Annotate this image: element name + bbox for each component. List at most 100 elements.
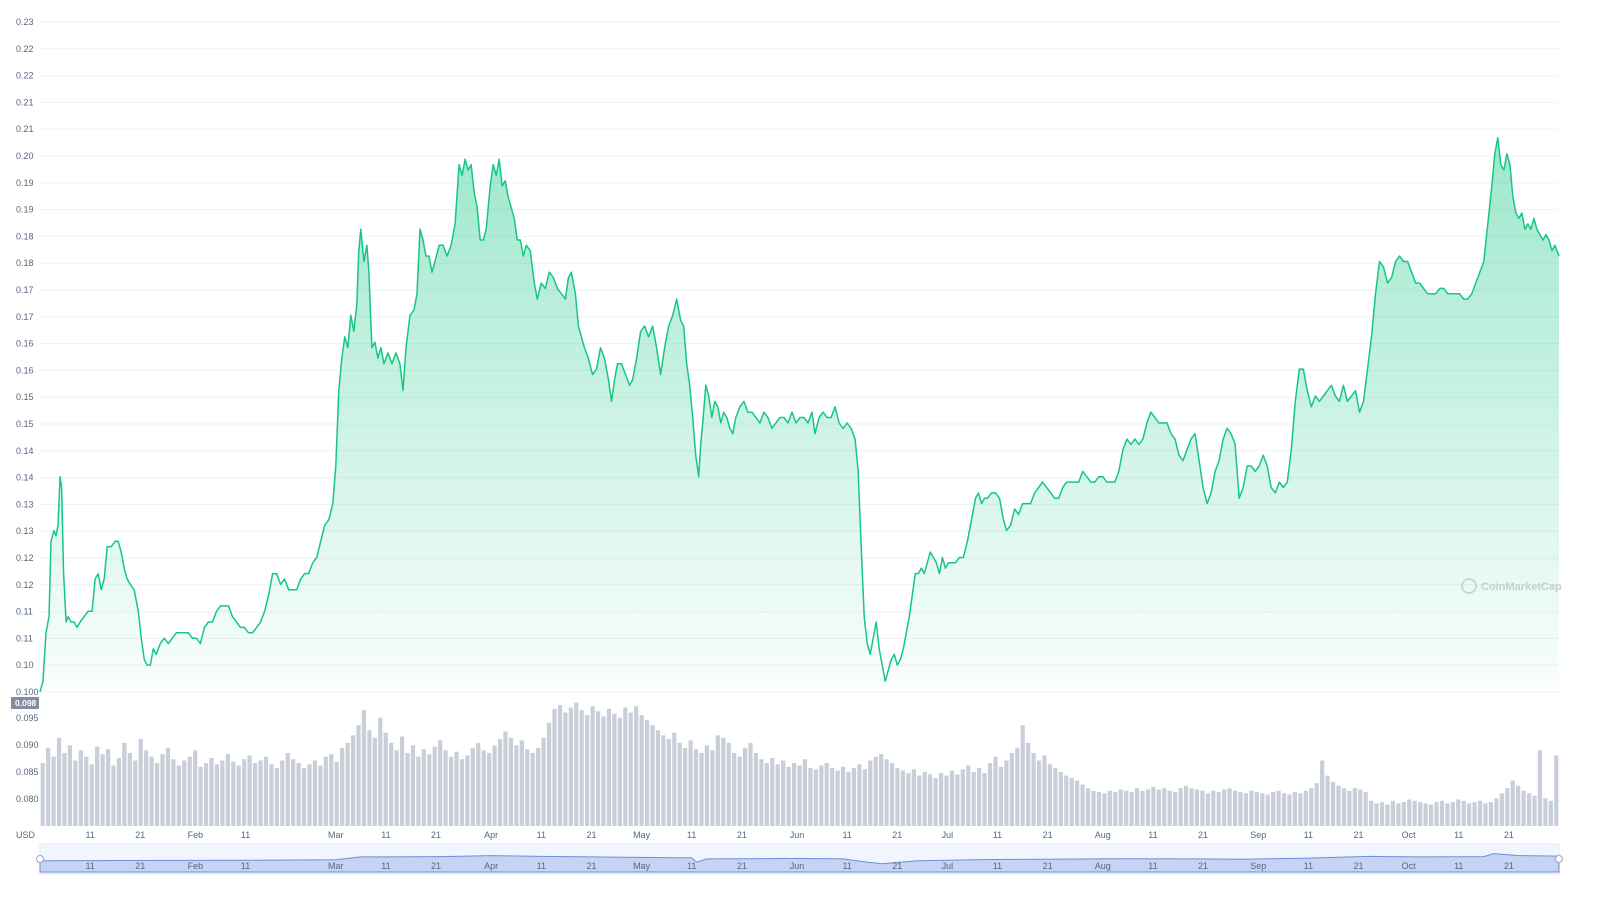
- volume-bar: [688, 740, 693, 826]
- volume-bar: [280, 760, 285, 826]
- volume-bar: [62, 752, 67, 826]
- volume-bar: [536, 747, 541, 826]
- volume-bar: [1232, 790, 1238, 826]
- volume-bar: [1330, 781, 1336, 826]
- volume-bar: [318, 765, 323, 826]
- volume-bar: [187, 756, 192, 826]
- volume-bar: [1118, 789, 1123, 826]
- volume-bar: [497, 739, 503, 826]
- navigator-left-handle[interactable]: [36, 855, 44, 863]
- volume-bar: [982, 773, 987, 826]
- y-tick-label: 0.22: [16, 44, 34, 54]
- volume-bar: [1505, 788, 1510, 826]
- y-tick-label: 0.12: [16, 580, 34, 590]
- volume-bar: [40, 763, 45, 826]
- volume-bar: [1015, 747, 1020, 826]
- volume-bar: [857, 764, 862, 826]
- volume-bar: [1162, 788, 1167, 826]
- volume-bar: [851, 768, 857, 826]
- volume-bar: [133, 760, 138, 826]
- volume-bar: [1276, 790, 1281, 826]
- volume-bar: [1211, 790, 1216, 826]
- volume-bar: [628, 712, 633, 826]
- volume-bar: [655, 730, 661, 826]
- volume-bar: [127, 752, 132, 826]
- volume-bar: [182, 760, 187, 826]
- y-tick-label: 0.11: [16, 633, 33, 643]
- navigator-tick-label: 21: [737, 861, 747, 871]
- volume-bar: [438, 740, 443, 826]
- volume-bar: [1053, 768, 1058, 826]
- x-tick-label: 11: [993, 830, 1002, 840]
- x-axis-ticks: 11 21 Feb 11 Mar 11 21 Apr 11 21 May 11 21 Jun 11 21 Jul…: [85, 830, 1513, 840]
- y-tick-label: 0.12: [16, 553, 34, 563]
- volume-bar: [873, 756, 878, 826]
- navigator-tick-label: 11: [241, 861, 250, 871]
- volume-bar: [138, 739, 143, 826]
- volume-bar: [1292, 791, 1298, 826]
- y-tick-label: 0.17: [16, 285, 34, 295]
- volume-bar: [231, 761, 236, 826]
- volume-bar: [884, 759, 889, 826]
- volume-bar: [329, 754, 334, 826]
- x-tick-label: 11: [537, 830, 546, 840]
- volume-bar: [732, 752, 737, 826]
- volume-bar: [917, 775, 922, 826]
- volume-bar: [819, 765, 824, 826]
- volume-bar: [1467, 803, 1472, 826]
- navigator-right-handle[interactable]: [1555, 855, 1563, 863]
- volume-bar: [1173, 791, 1178, 826]
- volume-bar: [1418, 802, 1423, 826]
- volume-bar: [1205, 793, 1210, 826]
- volume-bar: [1091, 790, 1096, 826]
- volume-bar: [454, 751, 459, 826]
- volume-bar: [824, 763, 829, 826]
- volume-bar: [830, 768, 835, 826]
- volume-bar: [786, 766, 791, 826]
- volume-bar: [274, 768, 279, 826]
- navigator-tick-label: 11: [1454, 861, 1463, 871]
- volume-bar: [1194, 789, 1200, 826]
- volume-bar: [1548, 800, 1553, 826]
- y-axis-ticks: 0.23 0.22 0.22 0.21 0.21 0.20 0.19 0.19 0.18 0.18…: [16, 17, 39, 697]
- volume-bar: [998, 766, 1004, 826]
- x-tick-label: Apr: [484, 830, 498, 840]
- volume-bar: [1363, 791, 1368, 826]
- volume-bar: [1510, 780, 1515, 826]
- volume-bar: [503, 731, 508, 826]
- volume-bar: [1472, 802, 1477, 826]
- volume-bar: [1532, 795, 1537, 826]
- volume-bar: [693, 749, 699, 826]
- volume-bar: [340, 747, 345, 826]
- volume-bar: [770, 757, 775, 826]
- x-tick-label: 11: [85, 830, 94, 840]
- volume-bar: [1036, 760, 1042, 826]
- volume-bar: [987, 763, 993, 826]
- volume-bar: [1145, 789, 1151, 826]
- volume-bar: [144, 750, 149, 826]
- range-navigator[interactable]: 11 21 Feb 11 Mar 11 21 Apr 11 21 May 11 21 Jun 11 21 Jul…: [36, 843, 1563, 875]
- volume-bar: [203, 763, 209, 826]
- volume-bar: [410, 745, 416, 826]
- volume-bar: [1521, 790, 1526, 826]
- x-tick-label: Jul: [942, 830, 954, 840]
- volume-bar: [443, 750, 448, 826]
- volume-bar: [552, 708, 557, 826]
- volume-bar: [1107, 790, 1112, 826]
- volume-bar: [285, 752, 290, 826]
- x-tick-label: Mar: [328, 830, 344, 840]
- volume-bar: [78, 750, 83, 826]
- volume-bar: [835, 770, 840, 826]
- volume-bar: [1167, 790, 1172, 826]
- volume-bar: [1140, 790, 1145, 826]
- volume-bar: [1287, 794, 1292, 826]
- volume-bar: [1281, 793, 1287, 826]
- volume-bar: [568, 707, 573, 826]
- volume-bar: [1434, 802, 1439, 826]
- volume-bar: [617, 717, 622, 826]
- volume-bar: [1227, 788, 1232, 826]
- current-price-value: 0.098: [15, 698, 37, 708]
- volume-bar: [1058, 771, 1063, 826]
- volume-bar: [1423, 803, 1428, 826]
